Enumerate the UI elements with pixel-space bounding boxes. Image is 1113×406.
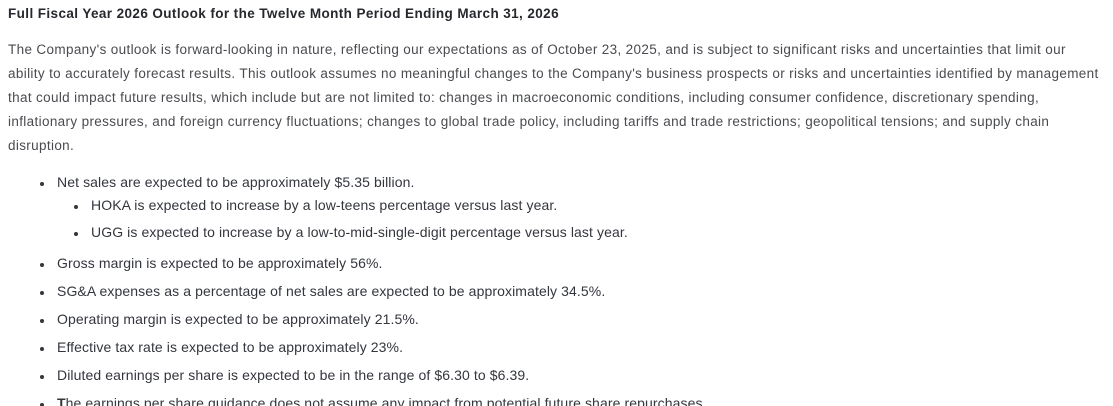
hoka-text: HOKA is expected to increase by a low-te…: [91, 197, 558, 213]
list-item-net-sales: Net sales are expected to be approximate…: [54, 173, 1103, 242]
list-item-eps-guidance: The earnings per share guidance does not…: [54, 394, 1103, 406]
ugg-text: UGG is expected to increase by a low-to-…: [91, 224, 628, 240]
eps-guidance-text: The earnings per share guidance does not…: [57, 395, 707, 406]
diluted-eps-text: Diluted earnings per share is expected t…: [57, 367, 530, 383]
list-item-sga: SG&A expenses as a percentage of net sal…: [54, 282, 1103, 301]
list-item-ugg: UGG is expected to increase by a low-to-…: [88, 223, 1103, 242]
net-sales-text: Net sales are expected to be approximate…: [57, 174, 415, 190]
page-title: Full Fiscal Year 2026 Outlook for the Tw…: [8, 6, 559, 21]
gross-margin-text: Gross margin is expected to be approxima…: [57, 255, 383, 271]
list-item-gross-margin: Gross margin is expected to be approxima…: [54, 254, 1103, 273]
list-item-hoka: HOKA is expected to increase by a low-te…: [88, 196, 1103, 215]
outlook-disclaimer-paragraph: The Company's outlook is forward-looking…: [8, 42, 1099, 153]
sga-text: SG&A expenses as a percentage of net sal…: [57, 283, 606, 299]
list-item-operating-margin: Operating margin is expected to be appro…: [54, 310, 1103, 329]
brand-sublist: HOKA is expected to increase by a low-te…: [57, 196, 1103, 242]
operating-margin-text: Operating margin is expected to be appro…: [57, 311, 419, 327]
list-item-tax-rate: Effective tax rate is expected to be app…: [54, 338, 1103, 357]
list-item-diluted-eps: Diluted earnings per share is expected t…: [54, 366, 1103, 385]
outlook-list: Net sales are expected to be approximate…: [8, 173, 1103, 406]
tax-rate-text: Effective tax rate is expected to be app…: [57, 339, 404, 355]
